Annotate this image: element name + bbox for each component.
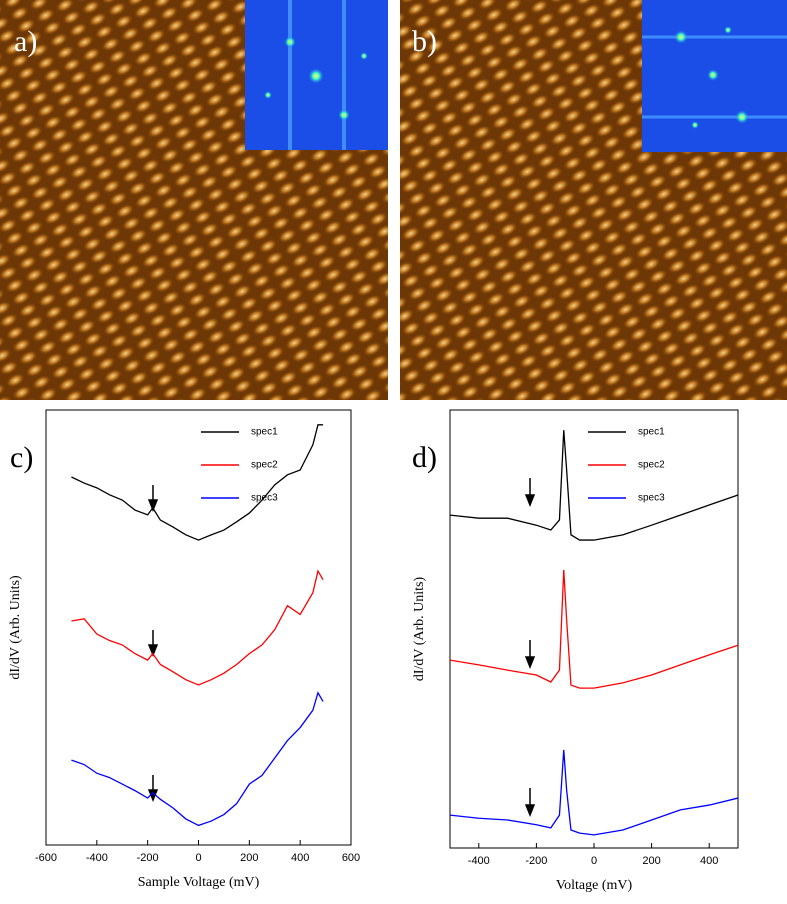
x-tick-label: 200 <box>642 855 660 867</box>
x-tick-label: -400 <box>86 852 108 864</box>
legend-label: spec3 <box>251 493 278 504</box>
stm-image-a: a) <box>0 0 388 400</box>
legend-label: spec2 <box>638 460 665 471</box>
x-tick-label: 400 <box>291 852 309 864</box>
legend-label: spec3 <box>638 493 665 504</box>
panel-label: d) <box>412 441 437 474</box>
image-label: a) <box>14 25 37 58</box>
x-tick-label: 400 <box>700 855 718 867</box>
x-tick-label: -200 <box>525 855 547 867</box>
arrows <box>147 478 536 818</box>
panel-label: c) <box>10 441 33 474</box>
x-tick-label: 200 <box>240 852 258 864</box>
spectrum-line <box>449 430 739 541</box>
x-tick-label: -400 <box>468 855 490 867</box>
x-tick-label: -200 <box>137 852 159 864</box>
spectrum-line <box>71 569 324 686</box>
x-tick-label: -600 <box>35 852 57 864</box>
spectrum-line <box>71 424 324 541</box>
image-label: b) <box>412 25 437 58</box>
legend-label: spec1 <box>251 427 278 438</box>
y-axis-label: dI/dV (Arb. Units) <box>8 575 23 680</box>
x-axis-label: Voltage (mV) <box>556 878 633 893</box>
x-tick-label: 600 <box>342 852 360 864</box>
spectrum-line <box>449 749 739 836</box>
plot-frame <box>449 409 739 849</box>
x-tick-label: 0 <box>195 852 201 864</box>
spectrum-line <box>449 569 739 689</box>
x-tick-label: 0 <box>591 855 597 867</box>
x-axis-label: Sample Voltage (mV) <box>138 875 260 890</box>
y-axis-label: dI/dV (Arb. Units) <box>412 576 427 681</box>
stm-image-b: b) <box>400 0 787 400</box>
legend-label: spec2 <box>251 460 278 471</box>
spectrum-line <box>71 691 324 827</box>
legend-label: spec1 <box>638 427 665 438</box>
